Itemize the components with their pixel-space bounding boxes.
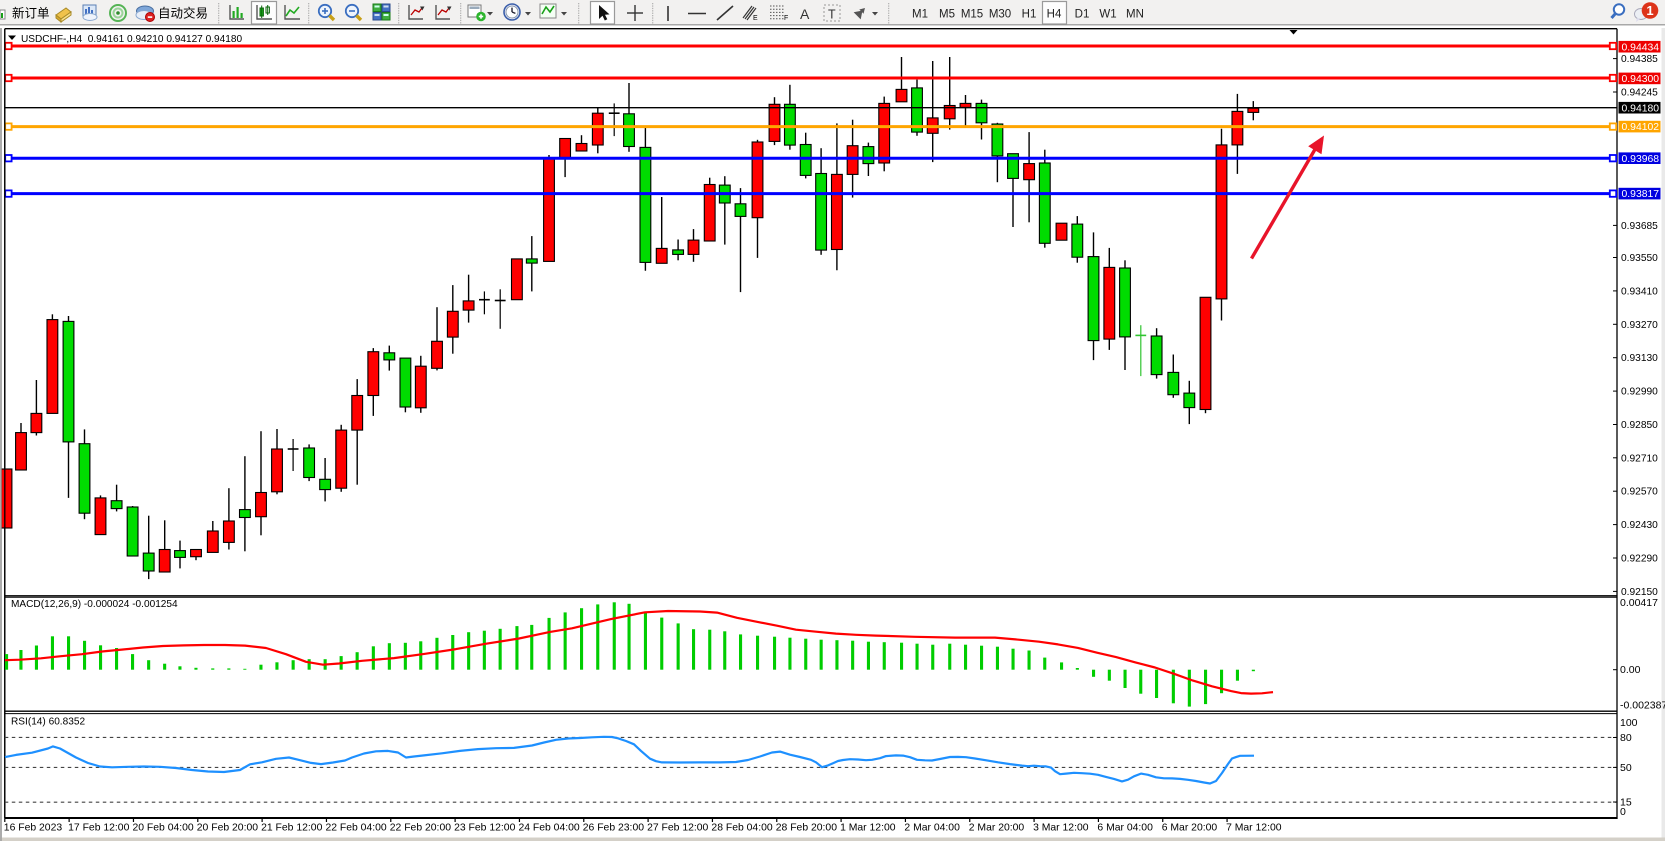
svg-text:-0.002387: -0.002387	[1620, 700, 1665, 712]
svg-text:0.93270: 0.93270	[1621, 320, 1658, 331]
svg-text:H4: H4	[1047, 9, 1062, 21]
svg-text:7 Mar 12:00: 7 Mar 12:00	[1226, 823, 1282, 834]
svg-text:0.92150: 0.92150	[1621, 587, 1658, 598]
svg-text:MN: MN	[1126, 9, 1144, 21]
svg-text:100: 100	[1620, 717, 1638, 729]
svg-text:0: 0	[1620, 806, 1626, 818]
svg-text:0.93410: 0.93410	[1621, 286, 1658, 297]
svg-text:0.92990: 0.92990	[1621, 387, 1658, 398]
svg-text:2 Mar 04:00: 2 Mar 04:00	[904, 823, 960, 834]
svg-text:RSI(14) 60.8352: RSI(14) 60.8352	[11, 717, 85, 728]
svg-text:E: E	[753, 15, 758, 22]
svg-text:6 Mar 20:00: 6 Mar 20:00	[1162, 823, 1218, 834]
svg-text:0.00: 0.00	[1620, 664, 1641, 676]
svg-text:自动交易: 自动交易	[158, 6, 208, 21]
svg-text:M1: M1	[912, 9, 928, 21]
svg-text:0.94300: 0.94300	[1622, 74, 1660, 85]
svg-text:1: 1	[1646, 3, 1653, 18]
svg-text:3 Mar 12:00: 3 Mar 12:00	[1033, 823, 1089, 834]
svg-text:22 Feb 20:00: 22 Feb 20:00	[390, 823, 451, 834]
svg-text:0.94102: 0.94102	[1622, 122, 1660, 133]
svg-text:0.93685: 0.93685	[1621, 221, 1658, 232]
svg-text:28 Feb 04:00: 28 Feb 04:00	[711, 823, 772, 834]
svg-text:0.94180: 0.94180	[1622, 103, 1660, 114]
svg-text:0.92290: 0.92290	[1621, 554, 1658, 565]
svg-text:F: F	[784, 15, 788, 22]
svg-text:26 Feb 23:00: 26 Feb 23:00	[583, 823, 644, 834]
svg-text:0.00417: 0.00417	[1620, 597, 1658, 609]
svg-text:16 Feb 2023: 16 Feb 2023	[4, 823, 63, 834]
svg-text:15: 15	[1620, 797, 1632, 809]
svg-text:21 Feb 12:00: 21 Feb 12:00	[261, 823, 322, 834]
svg-text:0.93550: 0.93550	[1621, 253, 1658, 264]
svg-text:1 Mar 12:00: 1 Mar 12:00	[840, 823, 896, 834]
svg-text:24 Feb 04:00: 24 Feb 04:00	[518, 823, 579, 834]
svg-text:80: 80	[1620, 732, 1632, 744]
svg-text:17 Feb 12:00: 17 Feb 12:00	[68, 823, 129, 834]
svg-text:0.93130: 0.93130	[1621, 353, 1658, 364]
svg-text:A: A	[800, 6, 810, 22]
svg-text:0.92430: 0.92430	[1621, 520, 1658, 531]
svg-text:0.94385: 0.94385	[1621, 54, 1658, 65]
svg-text:50: 50	[1620, 762, 1632, 774]
svg-text:0.92570: 0.92570	[1621, 487, 1658, 498]
svg-text:0.92850: 0.92850	[1621, 420, 1658, 431]
svg-text:20 Feb 20:00: 20 Feb 20:00	[197, 823, 258, 834]
svg-text:T: T	[828, 8, 836, 22]
svg-text:0.92710: 0.92710	[1621, 453, 1658, 464]
svg-text:0.93817: 0.93817	[1622, 189, 1660, 200]
svg-text:H1: H1	[1022, 9, 1037, 21]
svg-text:M5: M5	[939, 9, 955, 21]
svg-text:27 Feb 12:00: 27 Feb 12:00	[647, 823, 708, 834]
svg-text:2 Mar 20:00: 2 Mar 20:00	[969, 823, 1025, 834]
svg-text:USDCHF-,H4 0.94161 0.94210 0.: USDCHF-,H4 0.94161 0.94210 0.94127 0.941…	[21, 34, 242, 45]
svg-text:23 Feb 12:00: 23 Feb 12:00	[454, 823, 515, 834]
svg-text:M30: M30	[989, 9, 1011, 21]
svg-text:20 Feb 04:00: 20 Feb 04:00	[132, 823, 193, 834]
svg-text:0.93968: 0.93968	[1622, 154, 1660, 165]
svg-text:MACD(12,26,9) -0.000024 -0.001: MACD(12,26,9) -0.000024 -0.001254	[11, 599, 178, 610]
svg-text:W1: W1	[1099, 9, 1116, 21]
svg-text:0.94434: 0.94434	[1622, 42, 1660, 53]
svg-text:M15: M15	[961, 9, 983, 21]
svg-text:6 Mar 04:00: 6 Mar 04:00	[1097, 823, 1153, 834]
svg-text:新订单: 新订单	[12, 6, 50, 21]
svg-text:22 Feb 04:00: 22 Feb 04:00	[325, 823, 386, 834]
svg-text:D1: D1	[1075, 9, 1090, 21]
svg-text:0.94245: 0.94245	[1621, 88, 1658, 99]
svg-text:28 Feb 20:00: 28 Feb 20:00	[776, 823, 837, 834]
